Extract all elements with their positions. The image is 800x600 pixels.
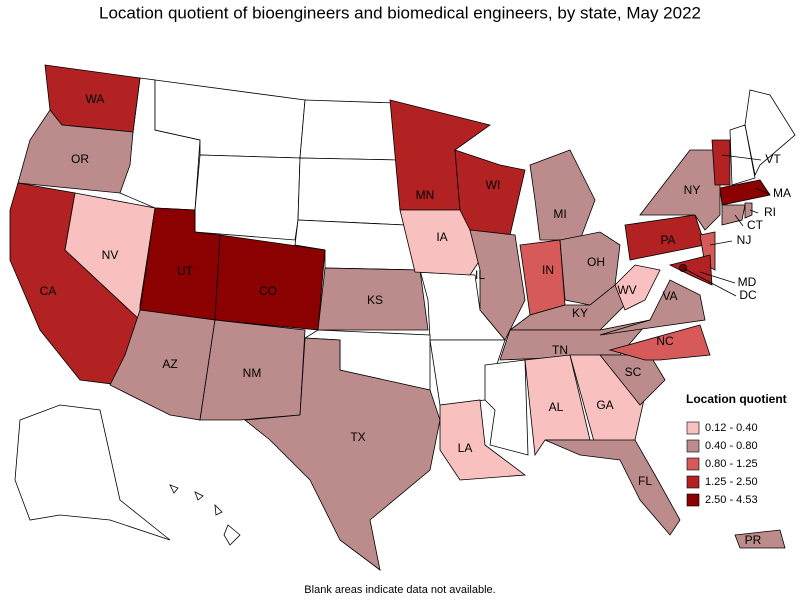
legend-label: 2.50 - 4.53: [705, 494, 758, 506]
state-label: IL: [475, 268, 485, 282]
leader-line: [682, 267, 737, 297]
state-label: TX: [350, 430, 365, 444]
state: [699, 231, 716, 271]
state: [529, 149, 596, 241]
state: [734, 529, 786, 549]
state-blank: [223, 524, 241, 546]
leader-line: [709, 240, 733, 246]
state-label: PR: [745, 533, 762, 547]
state-label: LA: [458, 441, 473, 455]
state-label: KS: [367, 293, 383, 307]
state-label: MA: [773, 186, 791, 200]
title: Location quotient of bioengineers and bi…: [99, 3, 701, 22]
state-label: OH: [587, 255, 605, 269]
state-label: WA: [86, 92, 105, 106]
state-blank: [729, 124, 756, 186]
state-label: NM: [243, 366, 262, 380]
note: Blank areas indicate data not available.: [304, 584, 495, 596]
state-label: UT: [177, 264, 194, 278]
legend-label: 1.25 - 2.50: [705, 476, 758, 488]
state-label: WV: [617, 283, 636, 297]
state: [668, 254, 713, 286]
state-blank: [297, 157, 406, 226]
state-blank: [744, 89, 796, 177]
legend-swatch: [686, 493, 700, 507]
legend-swatch: [686, 457, 700, 471]
state: [469, 229, 526, 341]
state: [744, 202, 753, 219]
leader-line: [699, 271, 736, 284]
state-label: TN: [552, 343, 568, 357]
state-label: PA: [660, 233, 675, 247]
state-label: KY: [572, 306, 588, 320]
state-label: OR: [71, 152, 89, 166]
state-label: FL: [638, 474, 652, 488]
leader-line: [754, 187, 771, 195]
state-blank: [484, 359, 529, 456]
legend-swatch: [686, 421, 700, 435]
state-label: VA: [662, 289, 677, 303]
states: [9, 64, 796, 571]
leader-line: [734, 214, 744, 227]
state-label: SC: [625, 365, 642, 379]
state-label: GA: [596, 398, 613, 412]
state-blank: [169, 484, 179, 494]
leader-line: [749, 209, 759, 214]
state: [721, 204, 746, 226]
legend-label: 0.12 - 0.40: [705, 422, 758, 434]
state-label: CA: [40, 284, 57, 298]
legend-label: 0.40 - 0.80: [705, 440, 758, 452]
state: [243, 337, 441, 571]
state-label: DC: [739, 288, 757, 302]
legend-swatch: [686, 475, 700, 489]
state-label: NV: [102, 248, 119, 262]
state-label: CT: [747, 218, 764, 232]
state: [519, 239, 566, 316]
legend-swatch: [686, 439, 700, 453]
state-label: AZ: [162, 357, 177, 371]
state-label: NY: [684, 183, 701, 197]
state-label: AL: [549, 400, 564, 414]
state-blank: [194, 154, 301, 241]
state: [439, 399, 527, 481]
state-blank: [299, 99, 401, 161]
state: [614, 264, 661, 311]
state: [639, 149, 721, 231]
state-blank: [194, 491, 204, 501]
state-label: CO: [259, 284, 277, 298]
legend-title: Location quotient: [686, 392, 787, 406]
state-label: MN: [416, 188, 435, 202]
state: [508, 284, 626, 331]
state: [214, 234, 326, 331]
state-label: VT: [765, 152, 781, 166]
state-label: MI: [553, 207, 566, 221]
state-blank: [14, 404, 171, 541]
state: [711, 139, 731, 186]
legend-label: 0.80 - 1.25: [705, 458, 758, 470]
state-label: NJ: [737, 233, 752, 247]
state: [317, 267, 429, 331]
state-label: WI: [486, 178, 501, 192]
state: [599, 279, 706, 336]
state: [608, 324, 711, 361]
state-blank: [214, 503, 223, 516]
state-label: RI: [764, 205, 776, 219]
state: [17, 109, 134, 194]
state-label: IN: [542, 263, 554, 277]
state: [544, 439, 681, 536]
state-label: IA: [436, 230, 447, 244]
state: [719, 179, 771, 206]
leader-line: [721, 154, 762, 161]
state-label: MD: [738, 275, 757, 289]
state-label: NC: [656, 334, 674, 348]
